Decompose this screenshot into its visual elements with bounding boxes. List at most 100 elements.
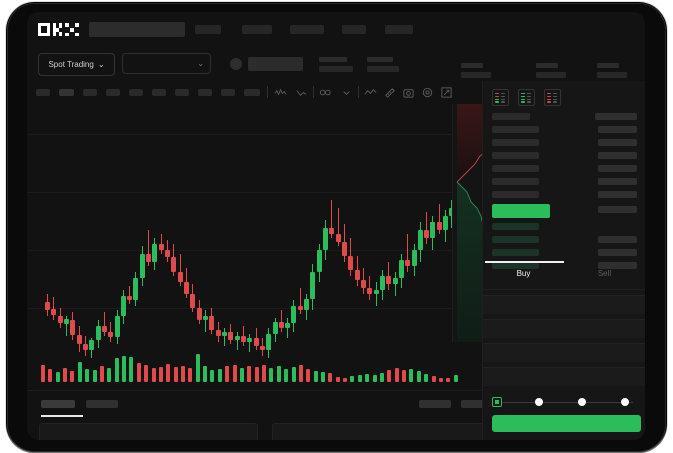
volume-bar [144, 365, 149, 382]
slider-step-50[interactable] [578, 398, 586, 406]
volume-bar [158, 367, 163, 382]
volume-bar [379, 373, 384, 382]
chart-type-icon[interactable] [295, 86, 308, 99]
orderbook-bid-row[interactable] [492, 236, 539, 243]
volume-bar [416, 371, 421, 382]
okx-logo[interactable] [38, 23, 80, 36]
camera-icon[interactable] [402, 86, 415, 99]
volume-bar [438, 378, 443, 382]
orderbook-ask-row[interactable] [492, 126, 539, 133]
timeframe-3[interactable] [83, 89, 97, 96]
volume-bar [335, 377, 340, 382]
fullscreen-icon[interactable] [440, 86, 453, 99]
volume-bar [387, 370, 392, 382]
timeframe-1[interactable] [36, 89, 50, 96]
timeframe-8[interactable] [198, 89, 212, 96]
orderbook-both-icon[interactable] [492, 89, 509, 106]
volume-bar [63, 368, 68, 382]
volume-bar [114, 358, 119, 382]
nav-item-1[interactable] [195, 25, 221, 34]
slider-step-25[interactable] [535, 398, 543, 406]
orders-panel [27, 390, 494, 440]
orderbook-bids-icon[interactable] [518, 89, 535, 106]
volume-bar [188, 368, 193, 382]
orderbook-ask-row[interactable] [492, 152, 539, 159]
indicator-wave-icon[interactable] [274, 86, 287, 99]
orderbook-bid-row[interactable] [492, 262, 539, 269]
candlestick-chart[interactable] [27, 104, 482, 358]
stat-value [536, 72, 566, 78]
volume-bar [173, 367, 178, 382]
order-form-field-3[interactable] [483, 343, 645, 362]
orders-tab-2[interactable] [86, 400, 118, 408]
volume-bar [166, 364, 171, 382]
nav-item-2[interactable] [242, 25, 272, 34]
volume-bar [372, 375, 377, 382]
market-type-dropdown[interactable]: Spot Trading ⌄ [38, 53, 115, 76]
volume-bar [210, 370, 215, 382]
slider-step-75[interactable] [621, 398, 629, 406]
orderbook-bid-row[interactable] [492, 223, 539, 230]
volume-bar [203, 366, 208, 382]
chevron-down-icon[interactable] [340, 86, 353, 99]
volume-bar [402, 370, 407, 382]
volume-bar [424, 374, 429, 382]
compare-icon[interactable] [319, 86, 332, 99]
volume-bar [321, 372, 325, 382]
stat-value [597, 72, 627, 78]
orders-action-2[interactable] [461, 400, 493, 408]
order-form-field-4[interactable] [483, 367, 645, 386]
order-form-field-2[interactable] [483, 319, 645, 338]
nav-item-4[interactable] [342, 25, 366, 34]
gridline [27, 250, 482, 251]
orderbook-ask-row[interactable] [492, 139, 539, 146]
volume-bar [85, 369, 90, 382]
orderbook-bid-row[interactable] [492, 249, 539, 256]
orderbook-asks-icon[interactable] [544, 89, 561, 106]
volume-bar [70, 371, 75, 382]
pair-select[interactable]: ⌄ [122, 53, 211, 74]
tab-buy[interactable]: Buy [483, 269, 564, 278]
orders-content-right [272, 423, 494, 440]
volume-bar [239, 368, 244, 382]
volume-bar [298, 365, 303, 382]
timeframe-5[interactable] [129, 89, 143, 96]
volume-bar [453, 375, 458, 382]
coin-avatar [230, 58, 242, 70]
buy-sell-tabs: Buy Sell [483, 261, 645, 290]
stat-label [319, 57, 347, 62]
ruler-icon[interactable] [383, 86, 396, 99]
slider-handle[interactable] [492, 397, 502, 407]
orderbook-ask-row[interactable] [492, 165, 539, 172]
orders-action-1[interactable] [419, 400, 451, 408]
timeframe-4[interactable] [106, 89, 120, 96]
order-form-field-1[interactable] [483, 295, 645, 314]
timeframe-7[interactable] [175, 89, 189, 96]
amount-slider[interactable] [492, 397, 637, 407]
nav-item-5[interactable] [385, 25, 413, 34]
orderbook-ask-row[interactable] [492, 178, 539, 185]
ticker-bar: Spot Trading ⌄ ⌄ [27, 45, 645, 81]
timeframe-6[interactable] [152, 89, 166, 96]
volume-bar [195, 354, 200, 382]
stat-label [536, 63, 558, 68]
timeframe-9[interactable] [221, 89, 235, 96]
submit-buy-button[interactable] [492, 415, 641, 432]
orderbook-highlight-price[interactable] [492, 204, 550, 218]
volume-bar [446, 378, 451, 382]
orders-tab-1[interactable] [41, 400, 75, 408]
orderbook-ask-row[interactable] [492, 191, 539, 198]
app-screen: Spot Trading ⌄ ⌄ [27, 12, 645, 440]
settings-gear-icon[interactable] [421, 86, 434, 99]
timeframe-10[interactable] [244, 89, 260, 96]
nav-item-3[interactable] [290, 25, 324, 34]
tab-sell[interactable]: Sell [564, 269, 645, 278]
stat-label [597, 63, 619, 68]
line-chart-icon[interactable] [364, 86, 377, 99]
search-input[interactable] [89, 22, 185, 37]
top-header [27, 12, 645, 45]
timeframe-2[interactable] [59, 89, 74, 96]
tab-buy-label: Buy [516, 269, 531, 278]
orderbook-bid-size [598, 236, 637, 243]
volume-bar [262, 365, 267, 382]
